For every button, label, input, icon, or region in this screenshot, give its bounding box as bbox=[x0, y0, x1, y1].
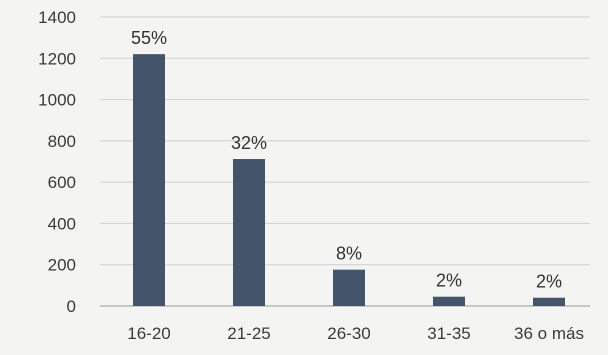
data-label: 2% bbox=[436, 271, 462, 291]
y-tick-label: 200 bbox=[48, 256, 76, 275]
x-tick-label: 16-20 bbox=[127, 324, 170, 343]
data-labels: 55% 32% 8% 2% 2% bbox=[131, 28, 562, 292]
gridlines bbox=[100, 16, 590, 266]
x-tick-label: 21-25 bbox=[227, 324, 270, 343]
x-axis-ticks: 16-20 21-25 26-30 31-35 36 o más bbox=[127, 324, 584, 343]
data-label: 8% bbox=[336, 244, 362, 264]
data-label: 2% bbox=[536, 272, 562, 292]
y-tick-label: 800 bbox=[48, 132, 76, 151]
x-tick-label: 26-30 bbox=[327, 324, 370, 343]
x-tick-label: 31-35 bbox=[427, 324, 470, 343]
bars bbox=[133, 54, 565, 307]
bar bbox=[233, 159, 265, 306]
y-tick-label: 1400 bbox=[38, 8, 76, 27]
y-tick-label: 1200 bbox=[38, 49, 76, 68]
data-label: 32% bbox=[231, 133, 267, 153]
y-tick-label: 600 bbox=[48, 173, 76, 192]
bar bbox=[533, 297, 565, 306]
bar bbox=[433, 296, 465, 306]
x-tick-label: 36 o más bbox=[514, 324, 584, 343]
data-label: 55% bbox=[131, 28, 167, 48]
y-tick-label: 0 bbox=[67, 297, 76, 316]
bar bbox=[133, 54, 165, 307]
y-axis-ticks: 0 200 400 600 800 1000 1200 1400 bbox=[38, 8, 76, 316]
y-tick-label: 1000 bbox=[38, 91, 76, 110]
bar bbox=[333, 269, 365, 306]
y-tick-label: 400 bbox=[48, 214, 76, 233]
